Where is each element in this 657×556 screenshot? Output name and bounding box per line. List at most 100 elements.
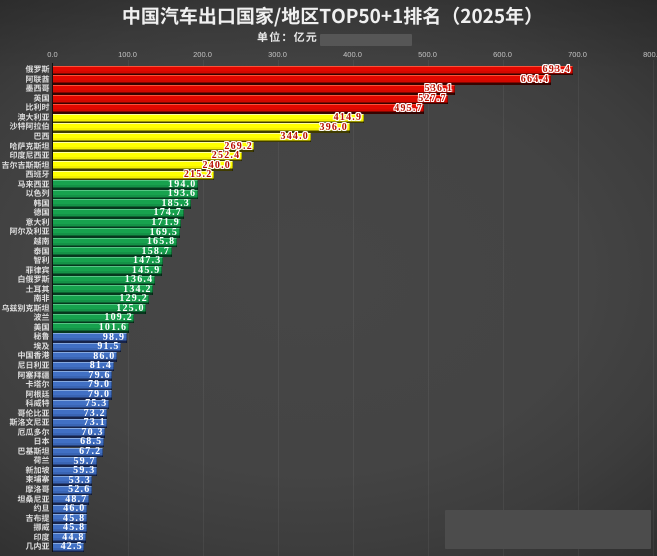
bar-row: 坦桑尼亚 48.7 [0, 493, 657, 505]
category-label: 几内亚 [25, 541, 50, 553]
bar-row: 斯洛文尼亚 73.1 [0, 417, 657, 429]
bar: 129.2 [52, 293, 150, 305]
value-label: 73.2 [83, 407, 106, 419]
bar-row: 中国香港 86.0 [0, 350, 657, 362]
bar-row: 菲律宾 145.9 [0, 264, 657, 276]
blurred-watermark-bottom [445, 510, 651, 549]
bar: 48.7 [52, 493, 90, 505]
gridline [577, 60, 579, 556]
x-tick-label: 200.0 [193, 50, 212, 59]
category-label: 马来西亚 [17, 178, 50, 190]
category-label: 波兰 [33, 312, 50, 324]
bar-row: 马来西亚 194.0 [0, 178, 657, 190]
category-label: 阿联酋 [25, 73, 50, 85]
category-label: 阿尔及利亚 [9, 226, 50, 238]
bar-row: 意大利 171.9 [0, 216, 657, 229]
value-label: 129.2 [119, 293, 148, 305]
category-label: 墨西哥 [25, 83, 50, 95]
bar-row: 哥伦比亚 73.2 [0, 407, 657, 419]
category-label: 哈萨克斯坦 [9, 140, 50, 152]
value-label: 240.0 [202, 159, 231, 171]
gridline [502, 60, 504, 556]
value-label: 79.0 [87, 388, 111, 400]
category-label: 越南 [33, 235, 50, 247]
bar: 86.0 [52, 350, 117, 362]
bar-row: 以色列 193.6 [0, 188, 657, 200]
gridline [202, 60, 204, 556]
bar-row: 沙特阿拉伯 396.0 [0, 121, 657, 133]
category-label: 比利时 [25, 102, 50, 114]
bar: 125.0 [52, 303, 147, 314]
bar-row: 几内亚 42.5 [0, 541, 657, 553]
value-label: 86.0 [93, 350, 116, 362]
x-tick-label: 500.0 [418, 50, 437, 59]
bar: 495.7 [52, 103, 425, 114]
bar: 165.8 [52, 236, 177, 248]
bar-row: 荷兰 59.7 [0, 455, 657, 467]
bar-row: 南非 129.2 [0, 293, 657, 305]
bar: 73.1 [52, 417, 108, 429]
value-label: 67.2 [79, 445, 102, 457]
bar: 527.7 [52, 93, 449, 105]
bar-row: 白俄罗斯 136.4 [0, 274, 657, 286]
value-label: 48.7 [65, 493, 88, 505]
value-label: 68.5 [80, 436, 103, 448]
category-label: 澳大利亚 [17, 111, 50, 123]
category-label: 斯洛文尼亚 [9, 417, 50, 429]
bar: 45.8 [52, 513, 87, 524]
value-label: 193.6 [167, 188, 197, 200]
bar: 194.0 [52, 179, 198, 190]
category-label: 秘鲁 [33, 331, 50, 343]
value-label: 42.5 [60, 541, 83, 553]
category-label: 俄罗斯 [25, 64, 50, 76]
bar: 169.5 [52, 227, 180, 238]
category-label: 尼日利亚 [17, 359, 50, 371]
value-label: 52.6 [68, 484, 91, 496]
gridline [352, 60, 354, 556]
category-label: 坦桑尼亚 [17, 493, 50, 505]
value-label: 664.4 [520, 73, 550, 85]
category-label: 吉尔吉斯斯坦 [1, 159, 50, 171]
category-label: 挪威 [33, 522, 50, 534]
category-label: 德国 [33, 207, 50, 219]
bar: 344.0 [52, 131, 311, 143]
category-label: 埃及 [33, 340, 50, 352]
category-label: 印度 [33, 531, 50, 543]
value-label: 79.6 [88, 369, 111, 381]
bar-row: 乌兹别克斯坦 125.0 [0, 303, 657, 314]
category-label: 摩洛哥 [25, 484, 50, 495]
unit-label: 单位：亿元 [257, 28, 318, 45]
blurred-watermark-top [320, 33, 412, 46]
bar-row: 俄罗斯 693.4 [0, 64, 657, 76]
category-label: 意大利 [25, 216, 50, 228]
bar-row: 吉尔吉斯斯坦 240.0 [0, 159, 657, 171]
category-label: 韩国 [33, 197, 50, 209]
x-tick-label: 300.0 [268, 50, 287, 59]
bar-row: 约旦 46.0 [0, 503, 657, 515]
bar-row: 土耳其 134.2 [0, 284, 657, 295]
bar-row: 印度 44.8 [0, 531, 657, 543]
bar-row: 卡塔尔 79.0 [0, 379, 657, 391]
bar: 193.6 [52, 188, 198, 200]
bar-row: 阿根廷 79.0 [0, 388, 657, 400]
bar-row: 墨西哥 536.1 [0, 83, 657, 95]
bar-row: 智利 147.3 [0, 255, 657, 267]
bar-row: 美国 101.6 [0, 322, 657, 333]
category-label: 南非 [33, 293, 50, 305]
category-label: 巴西 [33, 131, 50, 143]
category-label: 菲律宾 [25, 264, 50, 276]
value-label: 59.7 [73, 455, 96, 467]
bar: 98.9 [52, 332, 127, 343]
value-label: 91.5 [97, 341, 120, 353]
bar: 396.0 [52, 122, 350, 133]
bar-row: 英国 527.7 [0, 93, 657, 105]
value-label: 536.1 [424, 83, 454, 95]
bar-row: 巴基斯坦 67.2 [0, 445, 657, 458]
bar: 693.4 [52, 64, 573, 76]
category-label: 白俄罗斯 [17, 274, 50, 286]
x-tick-label: 700.0 [568, 50, 587, 59]
value-label: 145.9 [131, 264, 161, 276]
category-label: 智利 [33, 255, 50, 267]
gridline [427, 60, 429, 556]
value-label: 75.3 [85, 398, 108, 410]
